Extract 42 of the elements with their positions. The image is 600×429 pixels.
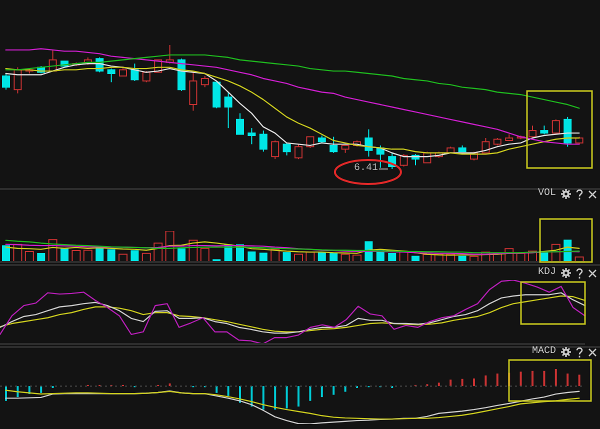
bar [566,374,569,386]
bar [286,386,288,408]
bar [262,386,264,410]
bar [107,249,116,262]
chart-title: MACD [532,346,556,358]
candlestick [248,128,256,145]
annotation: 6.41 [354,162,378,176]
bar [298,386,300,407]
bar [438,382,440,386]
bar [248,251,256,262]
bar [320,386,323,398]
bar [554,369,557,386]
bar [520,372,522,386]
bar [259,252,268,262]
bar [332,386,335,395]
bar [48,239,58,262]
bar [40,386,42,393]
bar [178,248,186,262]
bar [461,378,464,386]
bar [543,370,546,386]
chart-title: KDJ [538,267,556,279]
bar [309,386,312,401]
bar [578,374,580,386]
bar [450,380,452,386]
bar [216,386,218,393]
bar [130,250,139,262]
bar [270,248,280,262]
bar [484,375,487,386]
bar [473,378,475,386]
bar [154,242,163,262]
bar [504,248,514,262]
bar [344,386,346,392]
bar [227,386,230,396]
chart-title: VOL [538,188,556,200]
bar [200,248,210,262]
bar [496,374,498,386]
bar [188,240,198,262]
bar [282,252,291,262]
bar [551,244,560,262]
bar [274,386,276,410]
bar [532,370,534,386]
bar [165,231,174,262]
